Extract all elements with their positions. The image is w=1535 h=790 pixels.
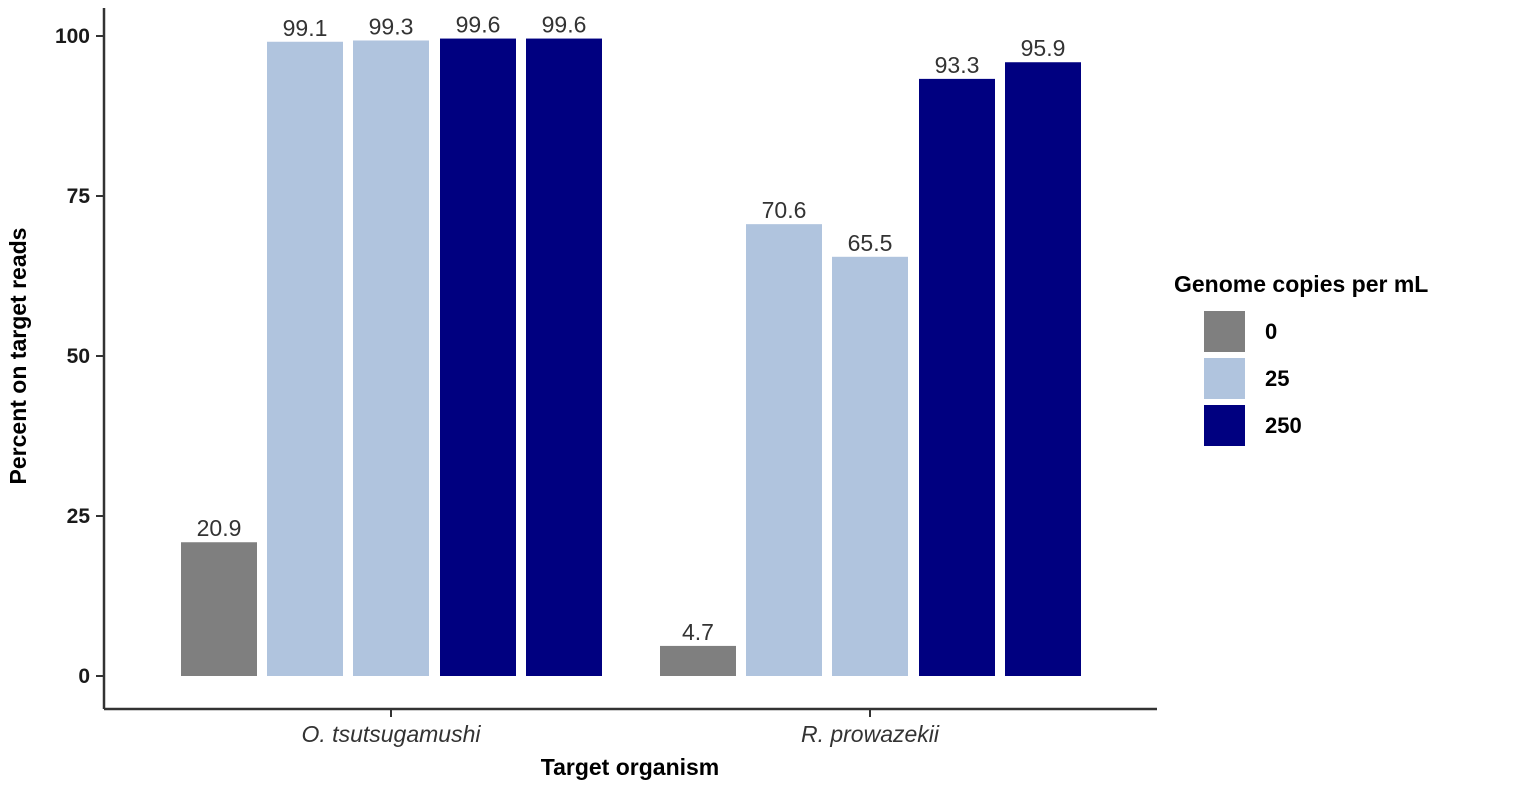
bar [526, 38, 602, 677]
x-tick-label: R. prowazekii [801, 721, 940, 747]
legend-label: 250 [1265, 413, 1302, 438]
bar [181, 542, 257, 676]
legend-swatch [1202, 403, 1247, 448]
bar [267, 41, 343, 676]
legend-label: 0 [1265, 319, 1277, 344]
bar [746, 224, 822, 676]
legend-label: 25 [1265, 366, 1289, 391]
axes: 0 25 50 75 100 O. tsutsugamushi R. prowazekii T… [5, 8, 1157, 780]
legend-title: Genome copies per mL [1174, 271, 1428, 297]
y-axis-title: Percent on target reads [5, 228, 31, 485]
bar-value-label: 99.6 [456, 12, 501, 38]
bar [660, 645, 736, 676]
y-tick-label: 0 [78, 665, 90, 688]
bar-value-label: 65.5 [848, 230, 893, 256]
bar-value-label: 20.9 [197, 515, 242, 541]
x-axis-title: Target organism [541, 754, 720, 780]
bar-value-label: 70.6 [762, 197, 807, 223]
bar [919, 78, 995, 676]
legend-swatch [1202, 356, 1247, 401]
legend: Genome copies per mL 0 25 250 [1174, 271, 1428, 448]
bar-value-label: 99.1 [283, 15, 328, 41]
y-tick-label: 25 [67, 505, 91, 528]
bars [181, 38, 1081, 677]
bar-value-label: 4.7 [682, 619, 714, 645]
bar [1005, 62, 1081, 677]
bar-value-label: 93.3 [935, 52, 980, 78]
legend-swatch [1202, 309, 1247, 354]
bar-value-label: 95.9 [1021, 35, 1066, 61]
bar-value-label: 99.6 [542, 12, 587, 38]
bar-value-label: 99.3 [369, 13, 414, 39]
bar [832, 256, 908, 676]
bar [353, 40, 429, 677]
x-tick-label: O. tsutsugamushi [302, 721, 482, 747]
bar-labels: 20.9 99.1 99.3 99.6 99.6 4.7 70.6 65.5 93.3 95.9 [197, 12, 1066, 645]
y-tick-label: 75 [67, 185, 91, 208]
y-tick-label: 100 [55, 25, 90, 48]
bar [440, 38, 516, 677]
y-tick-label: 50 [67, 345, 90, 368]
